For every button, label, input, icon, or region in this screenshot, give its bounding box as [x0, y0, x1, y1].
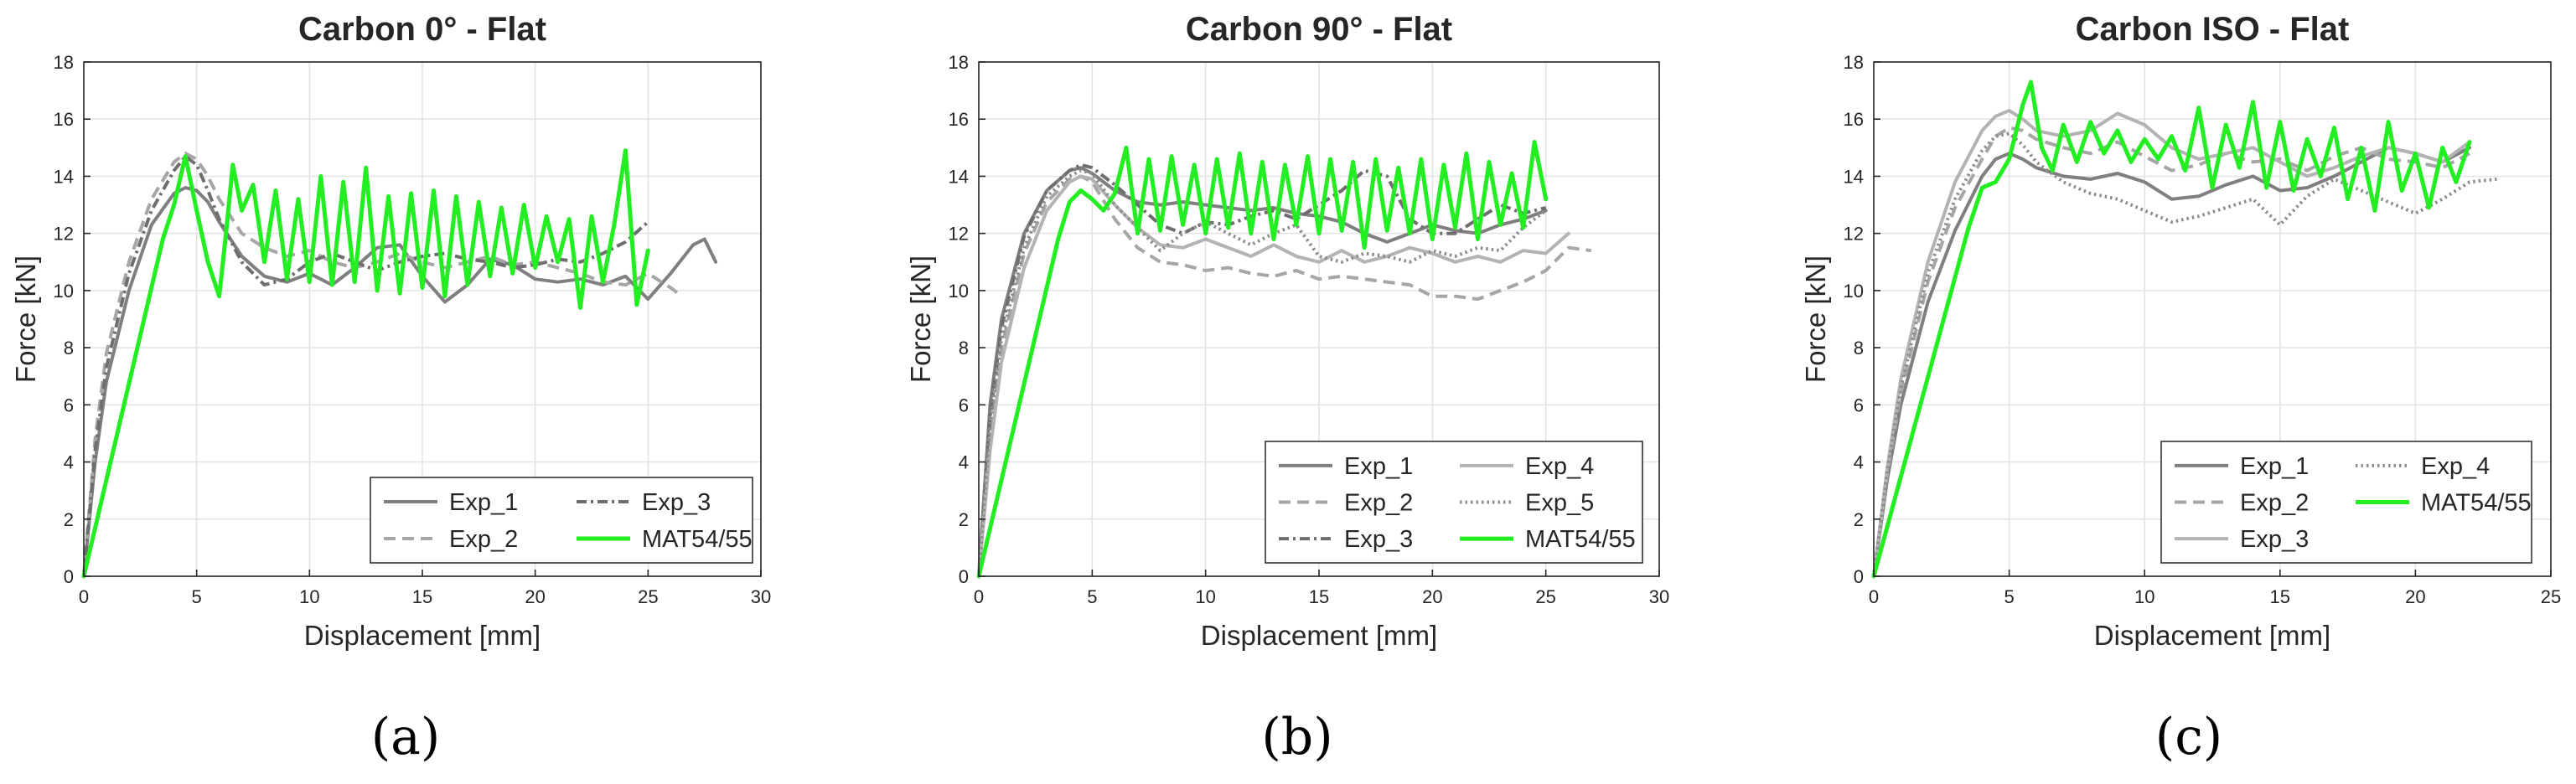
x-tick-label: 15 — [1309, 586, 1329, 607]
x-tick-label: 0 — [1869, 586, 1879, 607]
x-tick-label: 5 — [1087, 586, 1097, 607]
y-tick-label: 14 — [1844, 166, 1864, 187]
chart-panel-2: 0 5 10 15 20 25 30 0 2 4 6 8 10 12 14 16 18 Carbon 90° - … — [905, 11, 1669, 766]
x-tick-label: 20 — [525, 586, 545, 607]
x-tick-label: 30 — [751, 586, 771, 607]
legend-label: Exp_4 — [1525, 453, 1594, 480]
legend-label: Exp_2 — [1344, 490, 1413, 517]
x-tick-label: 10 — [299, 586, 319, 607]
panel-caption: (b) — [1261, 708, 1332, 766]
x-tick-label: 25 — [1535, 586, 1555, 607]
y-tick-label: 2 — [64, 509, 74, 530]
y-axis-label: Force [kN] — [10, 255, 41, 383]
legend-label: Exp_3 — [2240, 526, 2309, 553]
x-tick-label: 15 — [2270, 586, 2290, 607]
legend: Exp_1 Exp_2 Exp_3 Exp_4 Exp_5 MAT54/55 — [1265, 441, 1643, 564]
x-axis-label: Displacement [mm] — [2094, 620, 2330, 651]
axes-box — [1873, 61, 2552, 577]
legend-label: MAT54/55 — [1525, 526, 1636, 553]
y-tick-label: 10 — [949, 281, 969, 302]
series-line-exp-3 — [82, 154, 649, 577]
y-tick-label: 16 — [949, 109, 969, 130]
x-tick-label: 30 — [1649, 586, 1669, 607]
y-tick-label: 6 — [959, 395, 969, 415]
y-tick-label: 0 — [959, 566, 969, 587]
y-tick-label: 8 — [1854, 338, 1864, 358]
chart-title: Carbon 90° - Flat — [1186, 11, 1452, 48]
y-tick-label: 8 — [64, 338, 74, 358]
y-tick-label: 6 — [64, 395, 74, 415]
y-tick-label: 10 — [54, 281, 74, 302]
legend: Exp_1 Exp_2 Exp_3 Exp_4 MAT54/55 — [2160, 441, 2532, 564]
x-tick-label: 10 — [1195, 586, 1215, 607]
series-line-exp-3 — [977, 162, 1547, 577]
y-tick-label: 2 — [959, 509, 969, 530]
legend-label: MAT54/55 — [642, 526, 753, 553]
y-tick-label: 2 — [1854, 509, 1864, 530]
y-tick-label: 10 — [1844, 281, 1864, 302]
legend-label: Exp_1 — [449, 489, 518, 516]
x-tick-label: 0 — [79, 586, 89, 607]
x-tick-label: 5 — [192, 586, 202, 607]
series-line-exp-2 — [1872, 126, 2470, 577]
legend-label: Exp_1 — [2240, 453, 2309, 480]
legend: Exp_1 Exp_2 Exp_3 MAT54/55 — [370, 477, 753, 564]
y-tick-label: 8 — [959, 338, 969, 358]
y-tick-label: 0 — [1854, 566, 1864, 587]
x-tick-label: 20 — [2405, 586, 2425, 607]
x-tick-label: 0 — [974, 586, 984, 607]
y-tick-label: 0 — [64, 566, 74, 587]
legend-box — [370, 477, 753, 564]
x-tick-label: 5 — [2004, 586, 2014, 607]
x-tick-label: 25 — [2541, 586, 2561, 607]
legend-label: Exp_3 — [1344, 526, 1413, 553]
y-tick-label: 14 — [949, 166, 969, 187]
y-tick-label: 12 — [1844, 224, 1864, 245]
legend-label: Exp_1 — [1344, 453, 1413, 480]
legend-label: Exp_2 — [2240, 490, 2309, 517]
chart-title: Carbon 0° - Flat — [298, 11, 546, 48]
y-tick-label: 6 — [1854, 395, 1864, 415]
series-line-mat54-55 — [81, 148, 650, 579]
panel-caption: (a) — [371, 708, 441, 766]
x-axis-label: Displacement [mm] — [1201, 620, 1437, 651]
series-line-exp-1 — [977, 166, 1548, 578]
series-line-mat54-55 — [1871, 80, 2472, 579]
x-tick-label: 25 — [638, 586, 658, 607]
x-tick-label: 20 — [1422, 586, 1442, 607]
y-axis-label: Force [kN] — [905, 255, 936, 383]
series-line-exp-5 — [977, 168, 1547, 577]
y-tick-label: 12 — [54, 224, 74, 245]
panel-caption: (c) — [2155, 708, 2222, 766]
legend-label: MAT54/55 — [2421, 490, 2532, 517]
y-tick-label: 18 — [949, 52, 969, 73]
legend-label: Exp_2 — [449, 526, 518, 553]
x-tick-label: 10 — [2134, 586, 2154, 607]
y-tick-label: 18 — [1844, 52, 1864, 73]
series-line-exp-2 — [977, 174, 1592, 577]
x-tick-label: 15 — [412, 586, 432, 607]
legend-label: Exp_5 — [1525, 490, 1594, 517]
chart-panel-3: 0 5 10 15 20 25 0 2 4 6 8 10 12 14 16 18 Carbon ISO - Fl… — [1800, 11, 2561, 766]
y-tick-label: 16 — [1844, 109, 1864, 130]
x-axis-label: Displacement [mm] — [304, 620, 541, 651]
y-tick-label: 4 — [959, 452, 969, 473]
y-axis-label: Force [kN] — [1800, 255, 1831, 383]
series-line-exp-4 — [977, 174, 1570, 578]
y-tick-label: 14 — [54, 166, 74, 187]
series-line-mat54-55 — [976, 140, 1549, 579]
chart-panel-1: 0 5 10 15 20 25 30 0 2 4 6 8 10 12 14 16 18 Carbon 0° - F… — [10, 11, 771, 766]
y-tick-label: 12 — [949, 224, 969, 245]
y-tick-label: 4 — [1854, 452, 1864, 473]
legend-label: Exp_3 — [642, 489, 711, 516]
legend-box — [1265, 441, 1643, 564]
y-tick-label: 16 — [54, 109, 74, 130]
y-tick-label: 18 — [54, 52, 74, 73]
chart-title: Carbon ISO - Flat — [2076, 11, 2350, 48]
legend-label: Exp_4 — [2421, 453, 2490, 480]
y-tick-label: 4 — [64, 452, 74, 473]
